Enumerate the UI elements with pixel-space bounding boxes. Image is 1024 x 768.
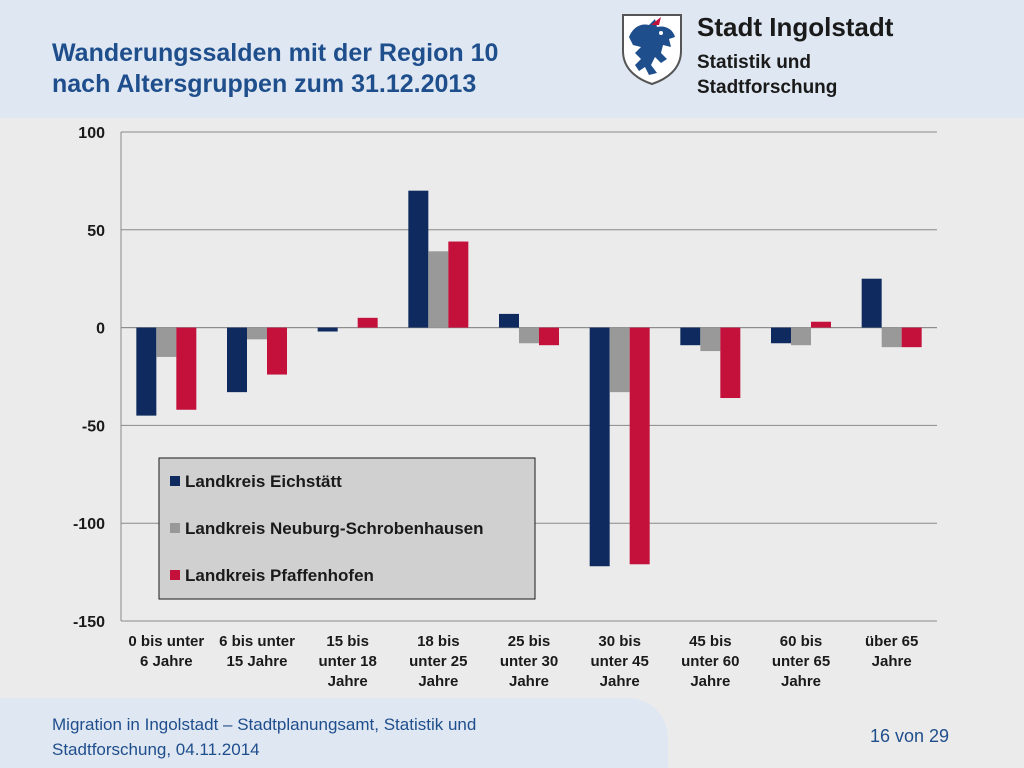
- legend-box: [158, 457, 536, 600]
- y-tick-label: 0: [96, 321, 105, 338]
- bar-series-2-cat-7: [700, 327, 721, 352]
- bar-series-2-cat-6: [609, 327, 630, 393]
- department-line-1: Statistik und: [697, 52, 812, 73]
- migration-bar-chart: 100 50 0 -50 -100 -150 0 bis unter 6 Jahre 6 bis…: [73, 125, 937, 690]
- bar-series-1-cat-2: [227, 327, 247, 393]
- bar-series-3-cat-8: [811, 321, 831, 328]
- organization-name: Stadt Ingolstadt: [697, 12, 894, 42]
- x-category-label: 6 bis unter 15 Jahre: [219, 633, 295, 670]
- bar-series-2-cat-5: [519, 327, 539, 344]
- bar-series-2-cat-4: [428, 251, 449, 328]
- y-tick-label: -150: [73, 614, 105, 631]
- bar-series-1-cat-8: [771, 327, 791, 344]
- bar-series-2-cat-9: [881, 327, 902, 348]
- organization-department: Statistik und Stadtforschung: [697, 50, 837, 100]
- department-line-2: Stadtforschung: [697, 77, 838, 98]
- legend-swatch: [170, 523, 180, 533]
- bar-series-1-cat-4: [408, 190, 429, 328]
- bar-series-3-cat-5: [539, 327, 559, 346]
- footer-line-2: Stadtforschung, 04.11.2014: [52, 740, 260, 759]
- y-tick-label: 100: [78, 125, 105, 142]
- x-category-label: 25 bis unter 30 Jahre: [500, 633, 558, 690]
- bar-series-1-cat-5: [499, 313, 519, 328]
- bar-series-3-cat-4: [448, 241, 469, 328]
- header-band: [0, 0, 1024, 118]
- footer-line-1: Migration in Ingolstadt – Stadtplanungsa…: [52, 715, 477, 734]
- x-category-label: 60 bis unter 65 Jahre: [772, 633, 830, 690]
- bar-series-2-cat-8: [791, 327, 811, 346]
- footer-tab: [0, 698, 668, 768]
- title-line-1: Wanderungssalden mit der Region 10: [52, 39, 499, 67]
- legend-label: Landkreis Pfaffenhofen: [185, 566, 374, 585]
- page-title: Wanderungssalden mit der Region 10 nach …: [52, 38, 612, 100]
- x-category-label: 15 bis unter 18 Jahre: [318, 633, 376, 690]
- legend-label: Landkreis Eichstätt: [185, 472, 342, 491]
- bar-series-1-cat-6: [589, 327, 610, 567]
- bar-series-2-cat-1: [156, 327, 177, 357]
- bar-series-1-cat-3: [317, 327, 338, 332]
- x-category-label: 18 bis unter 25 Jahre: [409, 633, 467, 690]
- legend-label: Landkreis Neuburg-Schrobenhausen: [185, 519, 484, 538]
- title-line-2: nach Altersgruppen zum 31.12.2013: [52, 70, 477, 98]
- bar-series-3-cat-7: [720, 327, 741, 399]
- legend-swatch: [170, 476, 180, 486]
- footer-source: Migration in Ingolstadt – Stadtplanungsa…: [52, 712, 476, 762]
- y-tick-label: -50: [82, 418, 105, 435]
- bar-series-3-cat-9: [901, 327, 922, 348]
- legend-swatch: [170, 570, 180, 580]
- page-number: 16 von 29: [870, 726, 950, 746]
- y-tick-label: -100: [73, 516, 105, 533]
- x-category-label: 30 bis unter 45 Jahre: [590, 633, 648, 690]
- x-category-label: 0 bis unter 6 Jahre: [128, 633, 204, 670]
- bar-series-3-cat-3: [357, 317, 378, 328]
- bar-series-3-cat-1: [176, 327, 197, 410]
- x-category-label: über 65 Jahre: [865, 633, 918, 670]
- bar-series-2-cat-2: [247, 327, 267, 340]
- bar-series-1-cat-9: [861, 278, 882, 328]
- coat-of-arms-panther-icon: [622, 14, 682, 86]
- y-tick-label: 50: [87, 223, 105, 240]
- x-category-label: 45 bis unter 60 Jahre: [681, 633, 739, 690]
- bar-series-1-cat-1: [136, 327, 157, 416]
- bar-series-3-cat-2: [267, 327, 287, 375]
- bar-series-3-cat-6: [629, 327, 650, 565]
- bar-series-1-cat-7: [680, 327, 701, 346]
